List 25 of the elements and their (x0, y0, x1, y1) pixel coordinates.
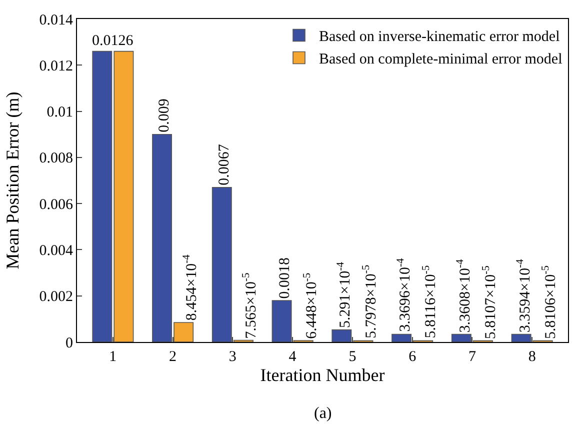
x-tick-label: 2 (169, 349, 177, 365)
data-label: 0.0067 (216, 144, 232, 186)
x-tick-label: 7 (468, 349, 476, 365)
y-tick-label: 0.012 (39, 58, 73, 74)
legend-label: Based on complete-minimal error model (319, 52, 562, 68)
data-label: 0.0126 (92, 33, 134, 49)
x-tick-label: 5 (348, 349, 356, 365)
y-tick-label: 0.002 (39, 289, 73, 306)
x-tick-label: 1 (109, 349, 117, 365)
y-axis-title: Mean Position Error (m) (2, 92, 22, 270)
text: (a) (314, 405, 332, 422)
y-tick-label: 0 (66, 335, 73, 352)
x-tick-label: 8 (528, 349, 536, 365)
x-axis-title: Iteration Number (260, 365, 385, 385)
legend-label: Based on inverse-kinematic error model (319, 29, 560, 46)
y-tick-label: 0.008 (39, 150, 73, 167)
y-tick-label: 0.014 (39, 12, 74, 28)
y-tick-label: 0.01 (46, 104, 73, 121)
data-label: 0.0018 (276, 258, 293, 299)
y-tick-label: 0.006 (39, 196, 74, 213)
x-tick-label: 3 (228, 349, 236, 365)
y-tick-label: 0.004 (39, 242, 74, 259)
x-tick-label: 4 (288, 349, 297, 365)
x-tick-label: 6 (408, 349, 417, 365)
data-label: 0.009 (156, 98, 173, 132)
